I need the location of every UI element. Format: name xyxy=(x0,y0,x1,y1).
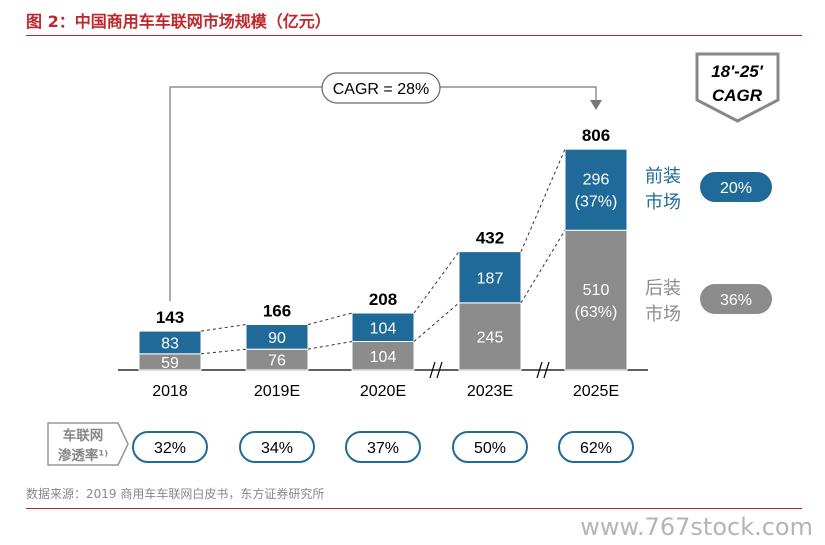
penetration-pill xyxy=(452,431,528,463)
chart-title: 图 2：中国商用车车联网市场规模（亿元） xyxy=(26,12,331,31)
x-tick-label: 2019E xyxy=(254,383,300,400)
total-label: 166 xyxy=(263,302,291,321)
connector-top xyxy=(307,312,353,325)
axis-break-mark xyxy=(543,361,550,379)
data-label-front: 296 (37%) xyxy=(575,172,618,211)
bar-segment-front xyxy=(245,324,309,350)
penetration-pill xyxy=(345,431,421,463)
penetration-value: 50% xyxy=(474,440,506,457)
penetration-value: 37% xyxy=(367,440,399,457)
data-label-front: 83 xyxy=(161,335,179,352)
growth-pill-front xyxy=(700,172,772,202)
x-tick-label: 2023E xyxy=(467,383,513,400)
data-label-front: 187 xyxy=(477,270,504,287)
data-label-after: 76 xyxy=(268,353,286,370)
data-label-after: 510 (63%) xyxy=(575,282,618,321)
data-label-after: 104 xyxy=(370,349,397,366)
bar-segment-front xyxy=(458,251,522,304)
penetration-value: 32% xyxy=(154,440,186,457)
total-label: 432 xyxy=(476,229,504,248)
penetration-value: 62% xyxy=(580,440,612,457)
connector-mid xyxy=(413,302,460,342)
source-note: 数据来源：2019 商用车车联网白皮书，东方证券研究所 xyxy=(26,487,325,501)
watermark: www.767stock.com xyxy=(580,513,813,541)
total-label: 208 xyxy=(369,290,397,309)
bar-segment-front xyxy=(138,330,202,355)
axis-break-mark xyxy=(429,361,436,379)
penetration-label-box xyxy=(47,422,129,466)
legend-front: 前装市场 xyxy=(645,166,681,213)
penetration-label: 车联网渗透率¹⁾ xyxy=(58,427,108,464)
cagr-period-label: 18'-25' CAGR xyxy=(711,62,764,105)
connector-top xyxy=(413,251,460,314)
bar-segment-front xyxy=(351,312,415,343)
bar-segment-after xyxy=(564,229,628,371)
penetration-pill xyxy=(239,431,315,463)
total-label: 143 xyxy=(156,308,184,327)
x-tick-label: 2018 xyxy=(152,383,188,400)
connector-mid xyxy=(200,348,247,355)
cagr-arrowhead xyxy=(590,100,602,110)
penetration-value: 34% xyxy=(261,440,293,457)
x-tick-label: 2025E xyxy=(573,383,619,400)
growth-pill-after xyxy=(700,284,772,314)
growth-value-after: 36% xyxy=(720,292,752,309)
data-label-front: 90 xyxy=(268,330,286,347)
axis-break-mark xyxy=(536,361,543,379)
cagr-bracket xyxy=(169,86,597,302)
data-label-after: 245 xyxy=(477,329,504,346)
title-rule xyxy=(26,35,802,36)
total-label: 806 xyxy=(582,126,610,145)
penetration-pill xyxy=(132,431,208,463)
legend-after: 后装市场 xyxy=(645,278,681,325)
data-label-after: 59 xyxy=(161,355,179,372)
connector-top xyxy=(520,148,566,252)
footer-rule xyxy=(26,508,802,509)
connector-mid xyxy=(307,341,353,350)
penetration-pill xyxy=(558,431,634,463)
bar-segment-front xyxy=(564,148,628,231)
x-tick-label: 2020E xyxy=(360,383,406,400)
cagr-period-badge xyxy=(695,52,780,123)
connector-top xyxy=(200,324,247,332)
data-label-front: 104 xyxy=(370,320,397,337)
growth-value-front: 20% xyxy=(720,180,752,197)
cagr-annotation: CAGR = 28% xyxy=(333,81,429,98)
axis-break-mark xyxy=(436,361,443,379)
cagr-pill xyxy=(321,72,441,104)
connector-mid xyxy=(520,230,566,304)
